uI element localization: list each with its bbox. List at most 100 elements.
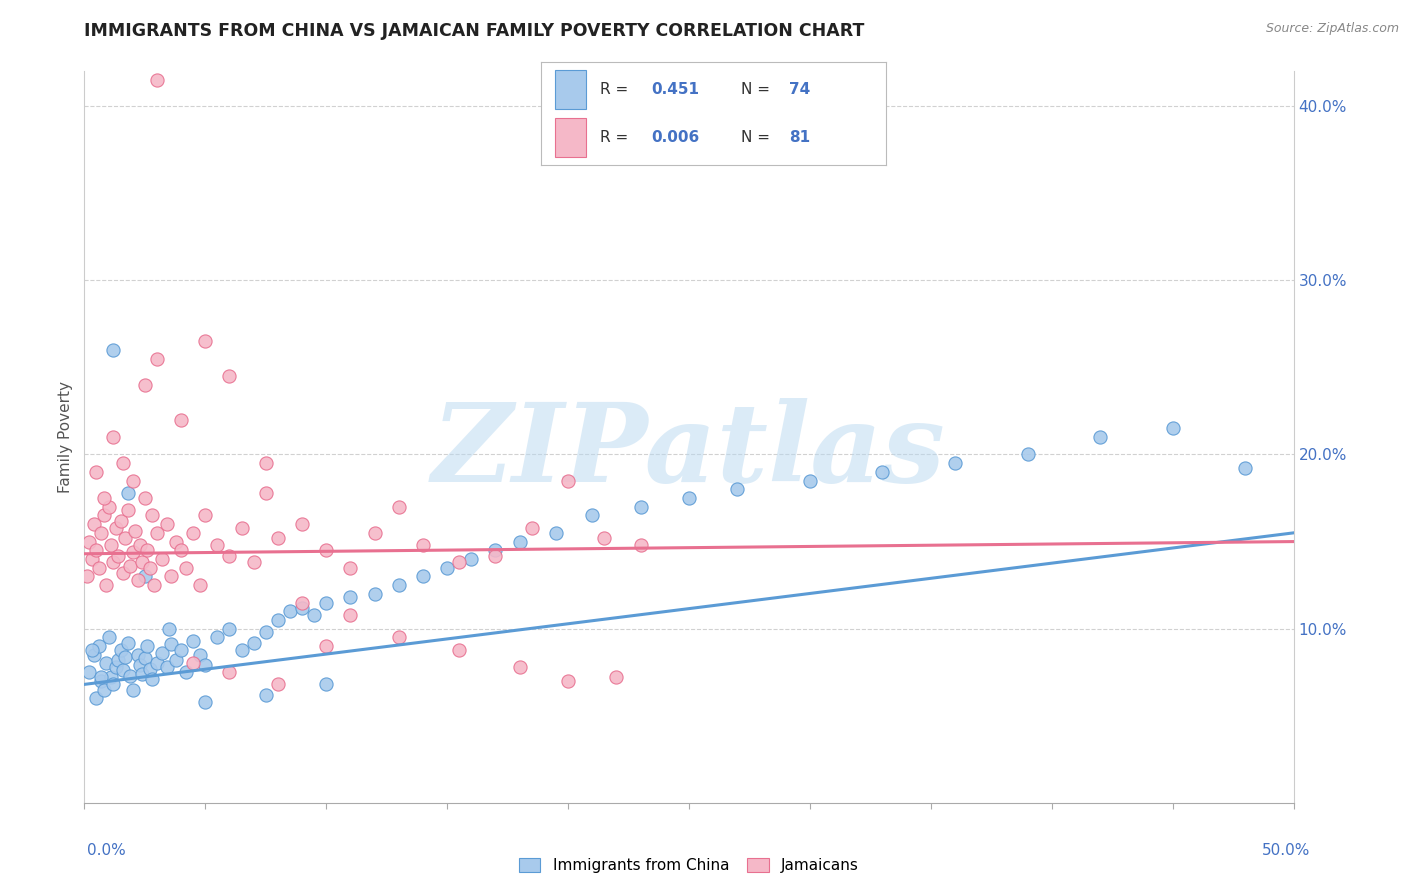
Point [110,514,132,528]
Point [93,508,115,523]
Point [267,677,290,691]
Point [107,549,129,563]
Point [94,578,117,592]
Point [120,668,142,682]
Point [110,642,132,657]
Point [388,631,411,645]
Point [630,500,652,514]
Point [93,682,115,697]
Point [291,600,314,615]
Point [165,653,187,667]
Point [581,508,603,523]
Point [339,560,361,574]
Point [363,525,385,540]
Point [165,534,187,549]
Point [291,517,314,532]
Point [170,543,193,558]
Point [194,695,217,709]
Point [194,658,217,673]
Point [593,531,616,545]
Point [509,660,531,674]
Point [544,525,567,540]
Point [86,691,108,706]
Point [141,508,163,523]
Text: R =: R = [600,81,633,96]
Point [150,646,173,660]
Point [146,657,169,671]
Point [94,657,117,671]
Point [412,538,434,552]
Point [315,639,337,653]
Point [117,635,139,649]
Point [117,485,139,500]
Point [254,485,277,500]
Point [799,474,821,488]
Point [114,649,136,664]
Point [315,677,337,691]
Point [127,648,149,662]
Point [170,412,193,426]
Point [484,543,506,558]
FancyBboxPatch shape [555,118,586,157]
Point [134,377,156,392]
Text: ZIPatlas: ZIPatlas [432,398,946,506]
Point [124,524,146,538]
Point [412,569,434,583]
Point [146,351,169,366]
Text: N =: N = [741,81,775,96]
Point [107,653,129,667]
Point [90,673,112,688]
Point [103,677,125,691]
Point [80,642,103,657]
Point [112,664,135,678]
Point [134,491,156,505]
Point [207,538,229,552]
Point [1161,421,1184,435]
Point [449,556,471,570]
Point [104,660,127,674]
Point [76,569,98,583]
Point [103,556,125,570]
Point [157,622,180,636]
Text: 0.0%: 0.0% [87,843,127,858]
Point [267,531,290,545]
Point [131,667,153,681]
Point [557,673,579,688]
Point [1088,430,1111,444]
Text: R =: R = [600,130,633,145]
Point [103,343,125,357]
Point [484,549,506,563]
Point [160,569,183,583]
Point [725,483,748,497]
Point [141,672,163,686]
Point [138,560,160,574]
Point [121,474,143,488]
Point [100,538,122,552]
Point [181,657,204,671]
Point [231,642,253,657]
Point [218,369,240,384]
Point [678,491,700,505]
Point [143,578,166,592]
Point [174,665,197,680]
Point [83,517,105,532]
Point [1017,448,1039,462]
Text: Source: ZipAtlas.com: Source: ZipAtlas.com [1265,22,1399,36]
Text: 74: 74 [789,81,811,96]
Point [146,73,169,87]
Point [278,604,301,618]
Point [630,538,652,552]
Point [160,637,183,651]
Point [315,543,337,558]
Point [339,591,361,605]
Text: 0.006: 0.006 [651,130,700,145]
Text: 81: 81 [789,130,810,145]
Point [86,465,108,479]
Point [136,639,159,653]
Point [100,670,122,684]
Point [872,465,894,479]
Point [155,660,177,674]
Point [114,531,136,545]
Y-axis label: Family Poverty: Family Poverty [58,381,73,493]
Point [943,456,966,470]
